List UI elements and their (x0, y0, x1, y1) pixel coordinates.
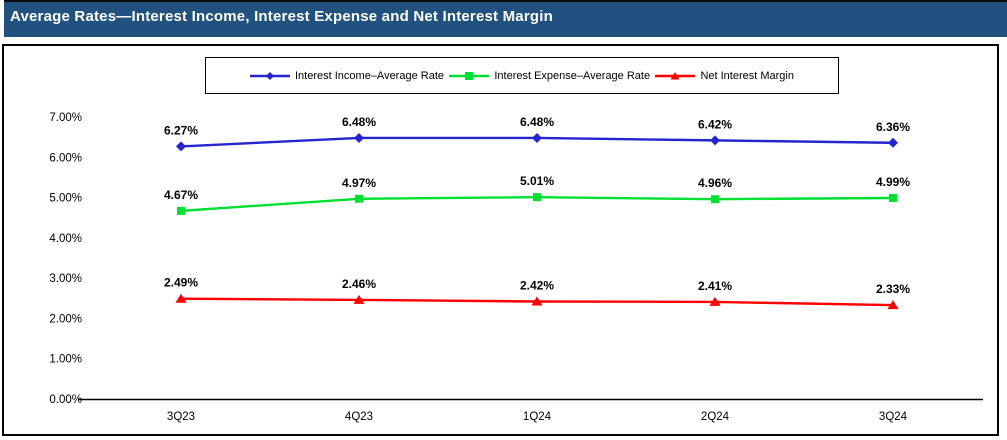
legend-triangle-marker-icon (655, 71, 696, 79)
legend-label: Interest Income–Average Rate (295, 69, 444, 82)
x-axis-tick-label: 3Q23 (167, 411, 195, 423)
y-axis-tick-label: 3.00% (49, 273, 82, 285)
series-marker (176, 141, 186, 152)
data-label: 4.67% (164, 188, 198, 202)
legend-label: Interest Expense–Average Rate (494, 69, 651, 82)
series-marker (710, 135, 720, 146)
series-marker (531, 296, 543, 306)
data-label: 6.48% (342, 115, 376, 129)
legend-item: Net Interest Margin (655, 70, 794, 82)
y-axis-tick-label: 4.00% (49, 233, 82, 245)
series-marker (887, 300, 899, 310)
series-marker (532, 132, 542, 143)
x-axis-tick-label: 1Q24 (523, 411, 552, 423)
series-marker (709, 296, 721, 306)
series-marker (533, 193, 541, 202)
data-label: 6.42% (698, 117, 732, 131)
data-label: 4.97% (342, 176, 376, 190)
series-marker (354, 132, 364, 143)
legend-square-marker-icon (449, 71, 490, 80)
legend-item: Interest Income–Average Rate (250, 70, 444, 82)
series-marker (711, 195, 719, 204)
series-marker (175, 293, 187, 303)
chart-title: Average Rates—Interest Income, Interest … (10, 8, 553, 25)
data-label: 5.01% (520, 174, 554, 188)
legend: Interest Income–Average Rate Interest Exp… (205, 57, 839, 94)
y-axis-tick-label: 0.00% (49, 394, 82, 406)
y-axis-tick-label: 7.00% (49, 112, 82, 124)
data-label: 2.41% (698, 279, 732, 293)
legend-label: Net Interest Margin (700, 69, 794, 82)
y-axis-tick-label: 6.00% (49, 152, 82, 164)
series-marker (353, 294, 365, 304)
data-label: 4.99% (876, 175, 910, 189)
data-label: 2.46% (342, 277, 376, 291)
data-label: 2.33% (876, 282, 910, 296)
x-axis-tick-label: 3Q24 (879, 411, 908, 423)
chart-area: Interest Income–Average Rate Interest Exp… (2, 44, 999, 436)
legend-diamond-marker-icon (250, 71, 290, 80)
data-label: 2.42% (520, 279, 554, 293)
y-axis-tick-label: 1.00% (49, 354, 82, 366)
series-marker (888, 137, 898, 148)
chart-title-bar: Average Rates—Interest Income, Interest … (4, 0, 1007, 37)
data-label: 6.48% (520, 115, 554, 129)
data-label: 6.27% (164, 123, 198, 137)
y-axis-tick-label: 5.00% (49, 193, 82, 205)
series-marker (355, 194, 363, 203)
x-axis-tick-label: 4Q23 (345, 411, 373, 423)
data-label: 2.49% (164, 276, 198, 290)
data-label: 4.96% (698, 176, 732, 190)
data-label: 6.36% (876, 120, 910, 134)
x-axis-tick-label: 2Q24 (701, 411, 730, 423)
legend-item: Interest Expense–Average Rate (449, 70, 650, 82)
y-axis-tick-label: 2.00% (49, 313, 82, 325)
series-marker (177, 206, 185, 215)
series-marker (889, 193, 897, 202)
plot-canvas: 0.00% 1.00% 2.00% 3.00% 4.00% 5.00% 6.00% 7.00%… (49, 112, 983, 423)
